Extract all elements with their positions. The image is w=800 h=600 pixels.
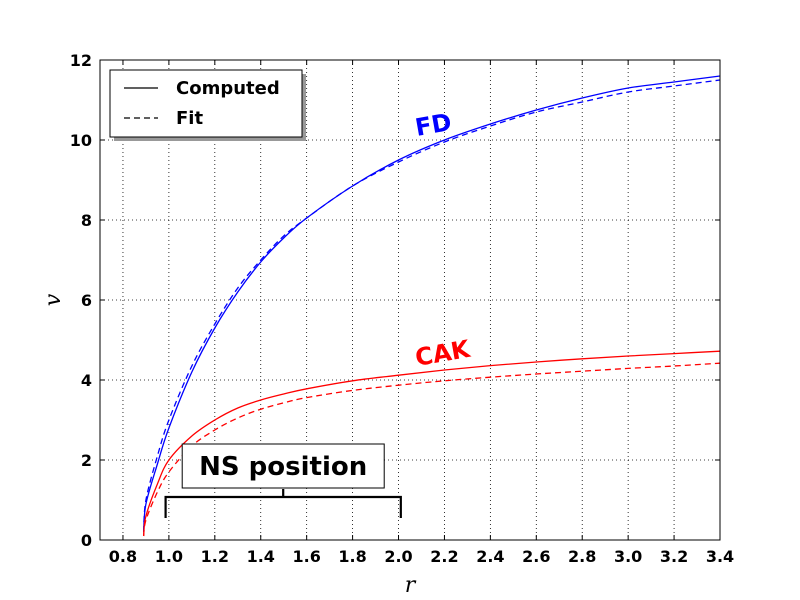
y-axis-label: v: [41, 293, 66, 306]
tick-labels: 0.8 1.0 1.2 1.4 1.6 1.8 2.0 2.2 2.4 2.6 2.8 3.0 3.2 3…: [70, 51, 734, 566]
y-tick-label: 6: [81, 291, 92, 310]
y-tick-label: 0: [81, 531, 92, 550]
x-tick-label: 0.8: [109, 547, 137, 566]
legend-label-computed: Computed: [176, 78, 280, 99]
legend-box: [109, 69, 303, 138]
y-tick-label: 12: [70, 51, 92, 70]
plot-lines: [142, 75, 721, 537]
x-tick-label: 1.4: [247, 547, 275, 566]
x-tick-label: 1.2: [201, 547, 229, 566]
plot-frame: [99, 59, 721, 541]
x-tick-label: 2.2: [430, 547, 458, 566]
y-tick-label: 4: [81, 371, 92, 390]
series-label-fd: FD: [413, 108, 454, 142]
x-tick-label: 2.0: [384, 547, 412, 566]
series-line-cak-fit: [142, 362, 721, 537]
x-tick-label: 1.8: [338, 547, 366, 566]
legend-label-fit: Fit: [176, 108, 203, 129]
axes: [99, 59, 721, 541]
x-tick-label: 2.4: [476, 547, 504, 566]
x-axis-label: r: [405, 573, 417, 598]
y-tick-label: 10: [70, 131, 92, 150]
legend: Computed Fit: [109, 69, 306, 141]
x-tick-label: 1.6: [292, 547, 320, 566]
x-tick-label: 3.0: [614, 547, 642, 566]
x-tick-label: 2.6: [522, 547, 550, 566]
x-tick-label: 2.8: [568, 547, 596, 566]
series-line-cak-computed: [142, 350, 721, 537]
x-tick-label: 3.4: [706, 547, 734, 566]
annotation-text: NS position: [199, 452, 367, 482]
x-tick-label: 3.2: [660, 547, 688, 566]
y-tick-label: 8: [81, 211, 92, 230]
ns-position-annotation: NS position: [164, 443, 402, 518]
annotation-box: [181, 443, 385, 489]
x-tick-label: 1.0: [155, 547, 183, 566]
y-tick-label: 2: [81, 451, 92, 470]
series-line-fd-fit: [142, 79, 721, 533]
